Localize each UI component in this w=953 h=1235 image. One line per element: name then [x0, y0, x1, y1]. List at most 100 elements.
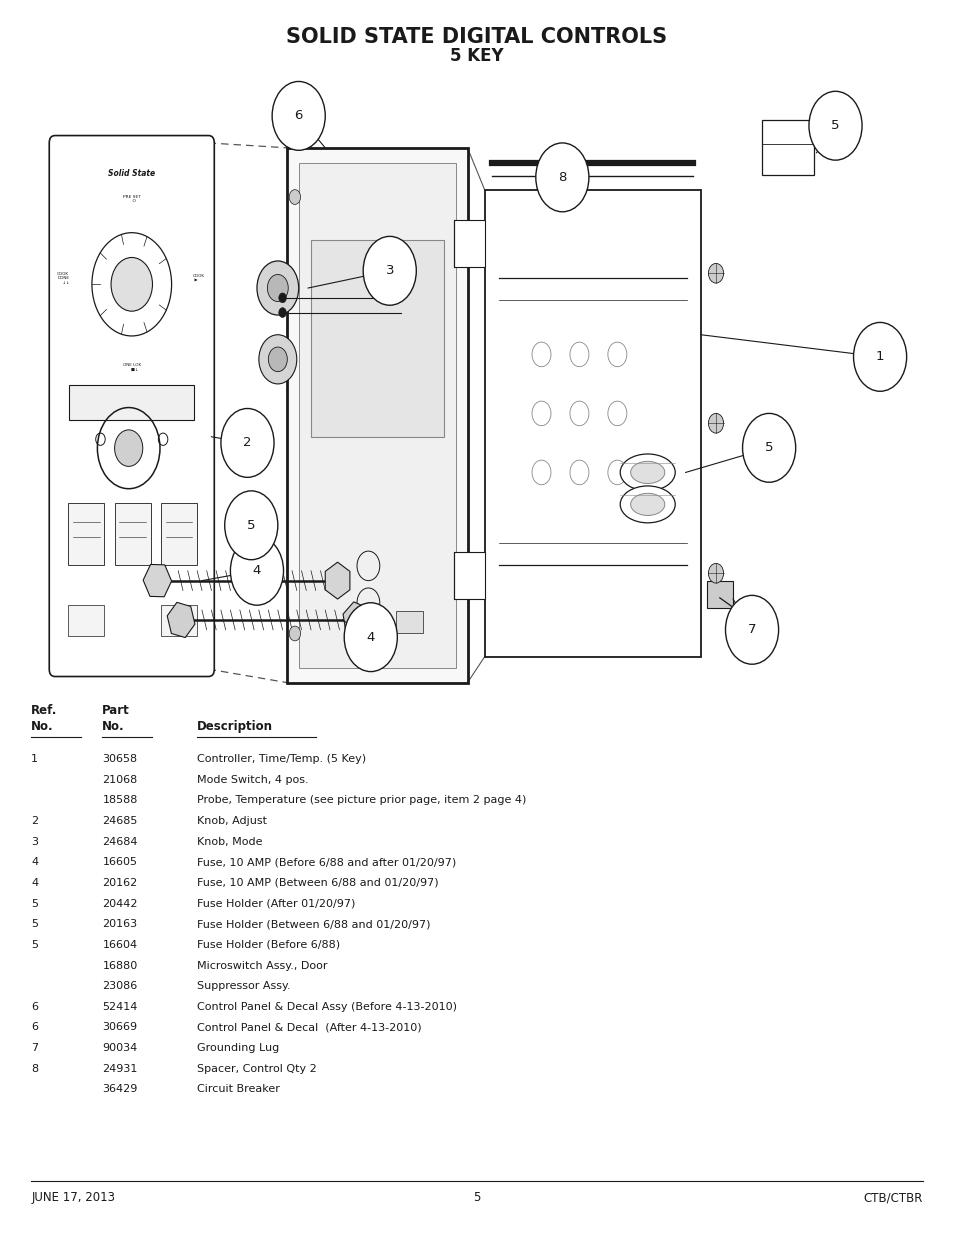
Circle shape — [853, 322, 905, 391]
Circle shape — [724, 595, 778, 664]
Text: Controller, Time/Temp. (5 Key): Controller, Time/Temp. (5 Key) — [197, 755, 366, 764]
Text: Microswitch Assy., Door: Microswitch Assy., Door — [197, 961, 328, 971]
Circle shape — [808, 91, 862, 161]
Text: 6: 6 — [31, 1002, 38, 1011]
Circle shape — [221, 409, 274, 478]
FancyBboxPatch shape — [50, 136, 214, 677]
Text: 7: 7 — [31, 1044, 38, 1053]
Ellipse shape — [630, 462, 664, 483]
Text: Suppressor Assy.: Suppressor Assy. — [197, 981, 291, 992]
Text: Fuse Holder (Before 6/88): Fuse Holder (Before 6/88) — [197, 940, 340, 950]
Text: CTB/CTBR: CTB/CTBR — [862, 1192, 922, 1204]
Circle shape — [708, 563, 722, 583]
Text: Fuse Holder (Between 6/88 and 01/20/97): Fuse Holder (Between 6/88 and 01/20/97) — [197, 919, 430, 929]
Circle shape — [708, 414, 722, 433]
Bar — [298, 163, 456, 668]
Text: 8: 8 — [558, 170, 566, 184]
Text: Circuit Breaker: Circuit Breaker — [197, 1084, 280, 1094]
Text: 30669: 30669 — [102, 1023, 137, 1032]
Circle shape — [267, 274, 288, 301]
Circle shape — [256, 261, 298, 315]
Text: 30658: 30658 — [102, 755, 137, 764]
Bar — [161, 503, 197, 564]
Text: COOK
  ▶: COOK ▶ — [193, 274, 204, 283]
Text: Description: Description — [197, 720, 273, 734]
Text: Probe, Temperature (see picture prior page, item 2 page 4): Probe, Temperature (see picture prior pa… — [197, 795, 526, 805]
Circle shape — [231, 536, 283, 605]
Bar — [454, 220, 484, 267]
Circle shape — [114, 430, 143, 467]
Text: 5: 5 — [31, 899, 38, 909]
Text: 4: 4 — [31, 857, 38, 867]
Text: No.: No. — [31, 720, 53, 734]
Ellipse shape — [619, 485, 675, 522]
Text: 3: 3 — [385, 264, 394, 278]
Text: 4: 4 — [31, 878, 38, 888]
Bar — [287, 148, 467, 683]
Ellipse shape — [619, 454, 675, 490]
Text: 5 KEY: 5 KEY — [450, 47, 503, 64]
Text: Control Panel & Decal Assy (Before 4-13-2010): Control Panel & Decal Assy (Before 4-13-… — [197, 1002, 456, 1011]
Text: 2: 2 — [31, 816, 38, 826]
Text: 5: 5 — [247, 519, 255, 532]
Text: 5: 5 — [31, 919, 38, 929]
Bar — [760, 120, 813, 175]
Text: PRE SET
    O: PRE SET O — [123, 195, 140, 204]
Text: 7: 7 — [747, 624, 756, 636]
Text: Knob, Adjust: Knob, Adjust — [197, 816, 267, 826]
Text: SOLID STATE DIGITAL CONTROLS: SOLID STATE DIGITAL CONTROLS — [286, 27, 667, 47]
Text: 24684: 24684 — [102, 836, 138, 846]
Bar — [161, 605, 197, 636]
Text: 2: 2 — [243, 436, 252, 450]
Bar — [70, 385, 194, 420]
Text: 8: 8 — [31, 1063, 38, 1073]
Text: 36429: 36429 — [102, 1084, 137, 1094]
Text: 16605: 16605 — [102, 857, 137, 867]
Circle shape — [278, 308, 286, 317]
Text: 16604: 16604 — [102, 940, 137, 950]
Bar — [706, 580, 732, 608]
Text: Fuse, 10 AMP (Before 6/88 and after 01/20/97): Fuse, 10 AMP (Before 6/88 and after 01/2… — [197, 857, 456, 867]
Text: COOK
DONE
  ↓↓: COOK DONE ↓↓ — [57, 272, 70, 285]
Text: 5: 5 — [31, 940, 38, 950]
Bar — [114, 503, 151, 564]
Bar — [484, 190, 700, 657]
Circle shape — [278, 293, 286, 303]
Text: 23086: 23086 — [102, 981, 137, 992]
Bar — [395, 611, 422, 634]
Text: Knob, Mode: Knob, Mode — [197, 836, 262, 846]
Text: 6: 6 — [31, 1023, 38, 1032]
Circle shape — [258, 335, 296, 384]
Bar — [454, 552, 484, 599]
Circle shape — [344, 603, 396, 672]
Circle shape — [111, 257, 152, 311]
Bar — [69, 503, 104, 564]
Text: Grounding Lug: Grounding Lug — [197, 1044, 279, 1053]
Text: JUNE 17, 2013: JUNE 17, 2013 — [31, 1192, 115, 1204]
Text: 1: 1 — [31, 755, 38, 764]
Text: 90034: 90034 — [102, 1044, 137, 1053]
Text: 16880: 16880 — [102, 961, 137, 971]
Text: 5: 5 — [473, 1192, 480, 1204]
Text: 6: 6 — [294, 110, 302, 122]
Text: ONE LOK
    ■↓: ONE LOK ■↓ — [123, 363, 141, 372]
Text: Control Panel & Decal  (After 4-13-2010): Control Panel & Decal (After 4-13-2010) — [197, 1023, 421, 1032]
Bar — [311, 240, 443, 437]
Text: 5: 5 — [830, 120, 839, 132]
Circle shape — [289, 190, 300, 205]
Text: 24685: 24685 — [102, 816, 137, 826]
Text: Part: Part — [102, 704, 130, 718]
Text: 4: 4 — [253, 564, 261, 577]
Text: 4: 4 — [366, 631, 375, 643]
Text: Fuse Holder (After 01/20/97): Fuse Holder (After 01/20/97) — [197, 899, 355, 909]
Circle shape — [363, 236, 416, 305]
Circle shape — [536, 143, 588, 211]
Text: Ref.: Ref. — [31, 704, 57, 718]
Text: 52414: 52414 — [102, 1002, 137, 1011]
Text: 18588: 18588 — [102, 795, 137, 805]
Circle shape — [289, 626, 300, 641]
Circle shape — [268, 347, 287, 372]
Text: 20162: 20162 — [102, 878, 137, 888]
Text: No.: No. — [102, 720, 125, 734]
Ellipse shape — [630, 493, 664, 515]
